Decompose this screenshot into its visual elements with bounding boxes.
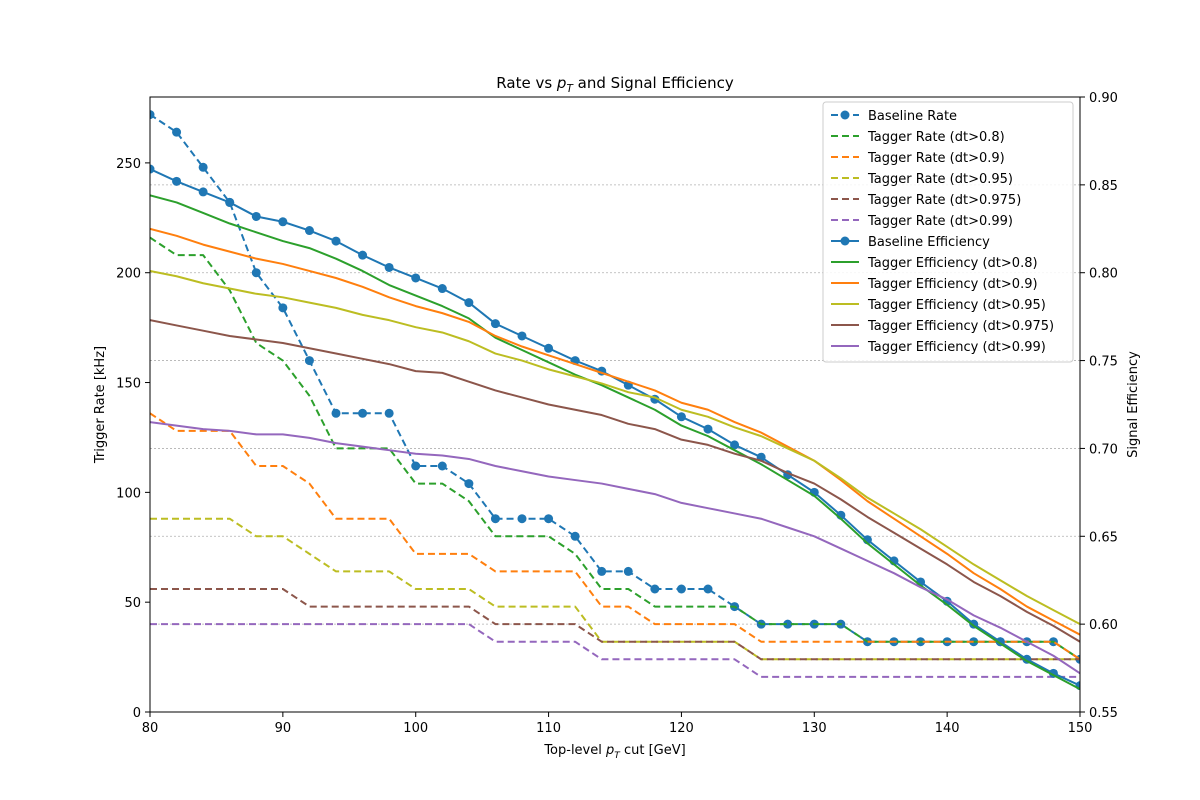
y-left-tick-label: 50 bbox=[124, 596, 141, 611]
series-line-tagger-rate-dt-0-99 bbox=[150, 623, 1080, 678]
legend-label-tagger-efficiency-dt-0-8: Tagger Efficiency (dt>0.8) bbox=[867, 256, 1038, 271]
legend-label-tagger-efficiency-dt-0-95: Tagger Efficiency (dt>0.95) bbox=[867, 298, 1046, 313]
series-line-tagger-rate-dt-0-95 bbox=[150, 517, 1080, 661]
data-point-baseline-efficiency bbox=[358, 250, 368, 260]
data-point-baseline-rate bbox=[490, 514, 500, 524]
data-point-baseline-efficiency bbox=[411, 273, 421, 283]
data-point-baseline-rate bbox=[198, 162, 208, 172]
y-left-tick-label: 0 bbox=[133, 706, 141, 721]
data-point-baseline-efficiency bbox=[490, 319, 500, 329]
y-right-tick-label: 0.65 bbox=[1089, 530, 1118, 545]
data-point-baseline-efficiency bbox=[172, 176, 182, 186]
legend-marker-baseline-rate bbox=[840, 110, 850, 120]
y-axis-right-label: Signal Efficiency bbox=[1126, 351, 1141, 458]
y-right-tick-label: 0.80 bbox=[1089, 267, 1118, 282]
data-point-baseline-rate bbox=[437, 461, 447, 471]
data-point-baseline-efficiency bbox=[150, 164, 155, 174]
x-tick-label: 100 bbox=[403, 721, 428, 736]
y-right-tick-label: 0.70 bbox=[1089, 442, 1118, 457]
x-axis-label: Top-level pT cut [GeV] bbox=[543, 743, 685, 761]
x-tick-label: 150 bbox=[1068, 721, 1093, 736]
legend-label-baseline-rate: Baseline Rate bbox=[868, 109, 957, 124]
legend: Baseline Rate Tagger Rate (dt>0.8) Tagger … bbox=[822, 101, 1074, 363]
data-point-baseline-rate bbox=[251, 268, 261, 278]
data-point-baseline-rate bbox=[464, 479, 474, 489]
legend-label-tagger-rate-dt-0-9: Tagger Rate (dt>0.9) bbox=[867, 151, 1005, 166]
data-point-baseline-rate bbox=[304, 356, 314, 366]
grid-lines bbox=[150, 184, 1080, 625]
series-group bbox=[150, 110, 1080, 691]
plot-series bbox=[150, 110, 1080, 691]
data-point-baseline-rate bbox=[650, 584, 660, 594]
y-right-tick-label: 0.85 bbox=[1089, 179, 1118, 194]
legend-label-tagger-efficiency-dt-0-99: Tagger Efficiency (dt>0.99) bbox=[867, 340, 1046, 355]
data-point-baseline-efficiency bbox=[278, 217, 288, 227]
data-point-baseline-rate bbox=[331, 408, 341, 418]
series-line-tagger-rate-dt-0-8 bbox=[150, 236, 1080, 661]
data-point-baseline-rate bbox=[570, 531, 580, 541]
data-point-baseline-efficiency bbox=[676, 412, 686, 422]
data-point-baseline-efficiency bbox=[730, 440, 740, 450]
data-point-baseline-rate bbox=[411, 461, 421, 471]
data-point-baseline-rate bbox=[544, 514, 554, 524]
legend-label-tagger-efficiency-dt-0-975: Tagger Efficiency (dt>0.975) bbox=[867, 319, 1054, 334]
y-left-tick-label: 250 bbox=[116, 157, 141, 172]
legend-label-tagger-rate-dt-0-95: Tagger Rate (dt>0.95) bbox=[867, 172, 1013, 187]
series-line-tagger-rate-dt-0-9 bbox=[150, 412, 1080, 661]
y-right-tick-label: 0.75 bbox=[1089, 355, 1118, 370]
data-point-baseline-efficiency bbox=[198, 187, 208, 197]
legend-label-tagger-rate-dt-0-99: Tagger Rate (dt>0.99) bbox=[867, 214, 1013, 229]
x-tick-label: 110 bbox=[536, 721, 561, 736]
data-point-baseline-efficiency bbox=[331, 236, 341, 246]
data-point-baseline-efficiency bbox=[517, 331, 527, 341]
data-point-baseline-rate bbox=[172, 127, 182, 137]
data-point-baseline-efficiency bbox=[437, 284, 447, 294]
y-left-tick-label: 150 bbox=[116, 377, 141, 392]
data-point-baseline-efficiency bbox=[544, 343, 554, 353]
data-point-baseline-efficiency bbox=[384, 262, 394, 272]
data-point-baseline-rate bbox=[278, 303, 288, 313]
plot-frame bbox=[149, 96, 1081, 713]
legend-box bbox=[822, 101, 1074, 363]
series-line-tagger-efficiency-dt-0-975 bbox=[150, 319, 1080, 643]
y-right-tick-label: 0.60 bbox=[1089, 618, 1118, 633]
x-tick-label: 90 bbox=[275, 721, 292, 736]
y-right-tick-label: 0.90 bbox=[1089, 91, 1118, 106]
data-point-baseline-efficiency bbox=[251, 211, 261, 221]
data-point-baseline-rate bbox=[150, 110, 155, 120]
legend-label-baseline-efficiency: Baseline Efficiency bbox=[868, 235, 990, 250]
data-point-baseline-efficiency bbox=[703, 424, 713, 434]
legend-label-tagger-rate-dt-0-8: Tagger Rate (dt>0.8) bbox=[867, 130, 1005, 145]
data-point-baseline-efficiency bbox=[304, 226, 314, 236]
data-point-baseline-rate bbox=[384, 408, 394, 418]
series-line-tagger-efficiency-dt-0-99 bbox=[150, 421, 1080, 675]
x-tick-label: 80 bbox=[142, 721, 159, 736]
data-point-baseline-efficiency bbox=[464, 298, 474, 308]
data-point-baseline-rate bbox=[676, 584, 686, 594]
data-point-baseline-rate bbox=[703, 584, 713, 594]
legend-label-tagger-rate-dt-0-975: Tagger Rate (dt>0.975) bbox=[867, 193, 1021, 208]
y-axis-left-label: Trigger Rate [kHz] bbox=[93, 346, 108, 464]
y-left-tick-label: 200 bbox=[116, 267, 141, 282]
x-tick-label: 120 bbox=[669, 721, 694, 736]
legend-marker-baseline-efficiency bbox=[840, 236, 850, 246]
y-right-tick-label: 0.55 bbox=[1089, 706, 1118, 721]
data-point-baseline-rate bbox=[783, 619, 793, 629]
data-point-baseline-efficiency bbox=[225, 197, 235, 207]
data-point-baseline-rate bbox=[623, 566, 633, 576]
x-tick-label: 130 bbox=[802, 721, 827, 736]
x-tick-label: 140 bbox=[935, 721, 960, 736]
data-point-baseline-rate bbox=[358, 408, 368, 418]
axes: 80 90 100 110 120 130 140 150 0 50 100 150 200 250 0.5… bbox=[116, 91, 1118, 736]
data-point-baseline-rate bbox=[517, 514, 527, 524]
series-line-tagger-rate-dt-0-975 bbox=[150, 588, 1080, 661]
data-point-baseline-rate bbox=[597, 566, 607, 576]
legend-label-tagger-efficiency-dt-0-9: Tagger Efficiency (dt>0.9) bbox=[867, 277, 1038, 292]
chart-title: Rate vs pT and Signal Efficiency bbox=[496, 74, 734, 95]
y-left-tick-label: 100 bbox=[116, 486, 141, 501]
series-line-tagger-efficiency-dt-0-9 bbox=[150, 227, 1080, 636]
series-line-tagger-efficiency-dt-0-95 bbox=[150, 269, 1080, 626]
